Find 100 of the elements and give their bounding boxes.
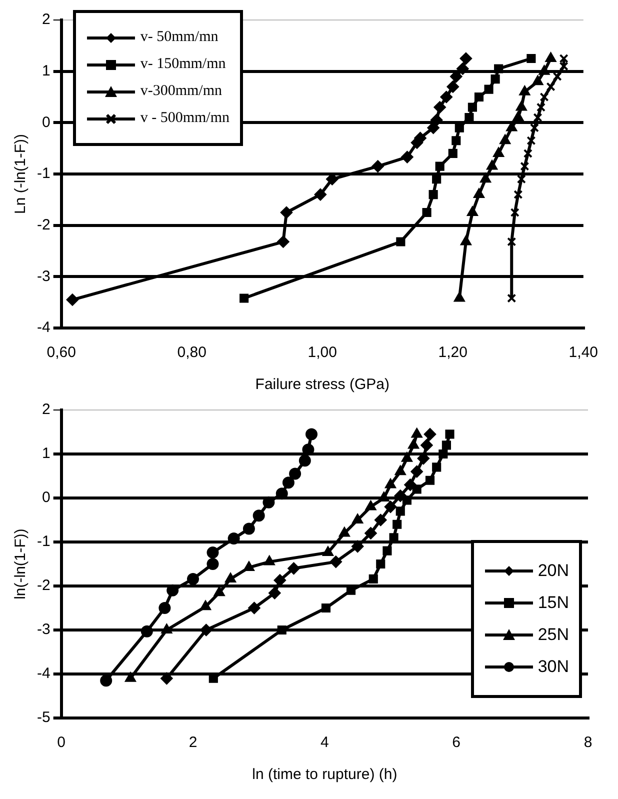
- point: [382, 546, 392, 556]
- y-tick-label: 0: [42, 114, 50, 131]
- point: [435, 162, 444, 171]
- point: [248, 602, 260, 614]
- point: [516, 174, 526, 184]
- x-tick-label: 1,00: [308, 344, 337, 362]
- point: [516, 101, 527, 111]
- legend-label: 20N: [538, 561, 569, 581]
- point: [384, 500, 396, 513]
- x-tick-label: 0,60: [46, 344, 76, 362]
- point: [277, 236, 290, 248]
- y-tick-label: 2: [42, 401, 50, 418]
- point: [460, 236, 472, 246]
- point: [530, 123, 539, 132]
- x-tick-label: 1,40: [568, 344, 598, 362]
- point: [493, 147, 504, 157]
- x-axis-title: ln (time to rupture) (h): [252, 766, 398, 784]
- legend-label: v- 150mm/mn: [140, 56, 226, 73]
- point: [468, 102, 477, 112]
- point: [514, 190, 523, 200]
- legend-label: 30N: [538, 657, 569, 677]
- point: [396, 237, 406, 246]
- y-tick-label: -2: [36, 577, 50, 594]
- point: [532, 76, 544, 86]
- point: [376, 559, 386, 569]
- point: [100, 674, 112, 687]
- y-tick-label: -5: [36, 709, 50, 726]
- y-tick-label: -1: [36, 165, 50, 182]
- legend-label: v- 50mm/mn: [140, 29, 218, 46]
- point: [306, 428, 318, 440]
- point: [432, 174, 442, 184]
- x-tick-label: 8: [584, 734, 592, 752]
- point: [276, 488, 288, 500]
- point: [454, 292, 465, 302]
- x-tick-label: 0,80: [177, 344, 206, 362]
- point: [302, 444, 314, 456]
- point: [321, 603, 331, 613]
- point: [298, 454, 311, 467]
- point: [430, 114, 443, 126]
- point: [228, 532, 240, 544]
- point: [474, 188, 484, 198]
- point: [490, 74, 500, 84]
- point: [445, 430, 454, 439]
- y-axis-title: ln(-ln(1-F)): [12, 528, 30, 600]
- legend-label: v - 500mm/mn: [140, 110, 230, 127]
- point: [442, 440, 451, 450]
- point: [339, 527, 350, 537]
- point: [368, 574, 378, 584]
- point: [510, 208, 520, 218]
- point: [410, 466, 423, 478]
- point: [244, 562, 254, 572]
- point: [187, 572, 200, 585]
- y-tick-label: 2: [42, 11, 50, 28]
- point: [474, 92, 484, 102]
- point: [520, 162, 530, 171]
- point: [282, 476, 294, 489]
- point: [432, 462, 442, 472]
- point: [494, 64, 504, 74]
- point: [440, 91, 452, 103]
- point: [378, 492, 390, 502]
- point: [352, 514, 363, 524]
- point: [454, 123, 464, 132]
- point: [240, 294, 249, 303]
- y-tick-label: -4: [36, 665, 50, 682]
- point: [166, 584, 179, 596]
- point: [452, 136, 461, 146]
- point: [519, 86, 530, 96]
- point: [289, 468, 302, 480]
- point: [200, 624, 212, 636]
- point: [512, 112, 524, 122]
- legend-label: 15N: [538, 593, 569, 613]
- point: [374, 514, 387, 526]
- point: [420, 439, 433, 452]
- point: [506, 122, 517, 132]
- point: [200, 600, 211, 610]
- y-axis-title: Ln (-ln(1-F)): [12, 134, 30, 214]
- point: [540, 92, 549, 102]
- point: [546, 82, 556, 92]
- x-tick-label: 4: [320, 734, 329, 752]
- point: [288, 562, 300, 574]
- legend-label: v-300mm/mn: [140, 83, 222, 100]
- point: [330, 556, 342, 568]
- point: [434, 101, 446, 114]
- point: [486, 160, 498, 170]
- y-tick-label: -4: [36, 319, 50, 336]
- point: [456, 62, 469, 75]
- point: [206, 558, 219, 570]
- point: [484, 84, 494, 94]
- y-tick-label: 0: [42, 489, 50, 506]
- x-tick-label: 1,20: [438, 344, 468, 362]
- point: [206, 546, 219, 559]
- point: [161, 624, 172, 634]
- point: [412, 428, 422, 438]
- point: [365, 500, 376, 510]
- point: [402, 452, 412, 462]
- point: [268, 587, 281, 600]
- point: [214, 586, 225, 596]
- point: [412, 484, 422, 494]
- y-tick-label: -2: [36, 216, 50, 234]
- point: [424, 428, 436, 440]
